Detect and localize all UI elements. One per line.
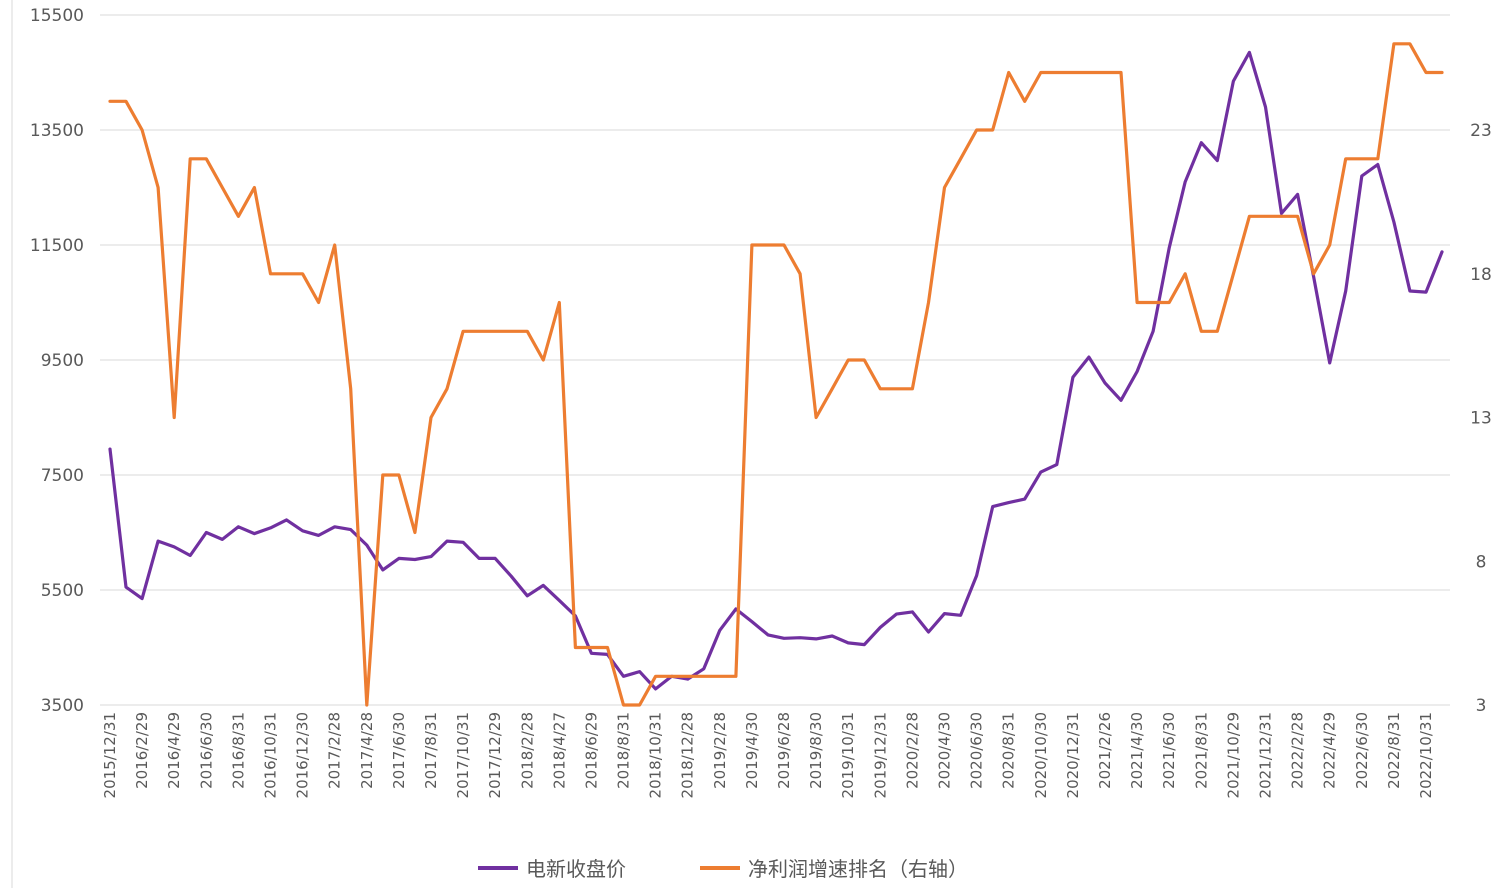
x-tick-label: 2020/6/30 [968,712,986,789]
x-tick-label: 2018/10/31 [647,712,665,798]
x-tick-label: 2022/4/29 [1321,712,1339,789]
x-tick-label: 2017/10/31 [454,712,472,798]
y-right-tick-label: 18 [1470,265,1492,285]
x-tick-label: 2019/8/30 [807,712,825,789]
y-left-tick-label: 11500 [30,236,84,256]
x-tick-label: 2017/2/28 [326,712,344,789]
x-tick-label: 2021/6/30 [1160,712,1178,789]
x-tick-label: 2018/4/27 [550,712,568,789]
x-tick-label: 2017/12/29 [486,712,504,798]
x-tick-label: 2019/2/28 [711,712,729,789]
legend: 电新收盘价 净利润增速排名（右轴） [478,857,968,881]
x-tick-label: 2018/12/28 [679,712,697,798]
y-left-tick-label: 3500 [41,696,84,716]
x-tick-label: 2020/8/31 [1000,712,1018,789]
right-y-axis: 3 8 13 18 23 [1470,121,1492,716]
x-tick-label: 2022/10/31 [1417,712,1435,798]
x-tick-label: 2021/8/31 [1192,712,1210,789]
x-tick-label: 2021/10/29 [1224,712,1242,798]
y-right-tick-label: 13 [1470,409,1492,429]
x-tick-label: 2019/6/28 [775,712,793,789]
x-tick-label: 2019/4/30 [743,712,761,789]
x-tick-label: 2020/12/31 [1064,712,1082,798]
x-tick-label: 2016/8/31 [229,712,247,789]
x-tick-label: 2020/10/30 [1032,712,1050,798]
x-axis: 2015/12/31 2016/2/29 2016/4/29 2016/6/30 201… [100,705,1450,798]
y-right-tick-label: 23 [1470,121,1492,141]
x-tick-label: 2016/6/30 [197,712,215,789]
x-tick-label: 2021/12/31 [1256,712,1274,798]
x-tick-label: 2021/4/30 [1128,712,1146,789]
series-line-profit-rank [110,44,1442,705]
x-tick-label: 2017/4/28 [358,712,376,789]
x-tick-label: 2020/2/28 [903,712,921,789]
x-tick-label: 2020/4/30 [936,712,954,789]
y-left-tick-label: 15500 [30,6,84,26]
x-tick-label: 2018/2/28 [518,712,536,789]
x-tick-label: 2017/8/31 [422,712,440,789]
x-tick-label: 2016/4/29 [165,712,183,789]
legend-label-close-price: 电新收盘价 [526,857,626,881]
legend-label-profit-rank: 净利润增速排名（右轴） [748,857,968,881]
x-tick-label: 2018/8/31 [615,712,633,789]
y-right-tick-label: 8 [1476,552,1487,572]
x-tick-label: 2022/8/31 [1385,712,1403,789]
series-line-close-price [110,52,1442,689]
series-layer [110,44,1442,705]
x-tick-label: 2022/6/30 [1353,712,1371,789]
x-tick-label: 2016/12/30 [294,712,312,798]
x-tick-label: 2015/12/31 [101,712,119,798]
y-right-tick-label: 3 [1476,696,1487,716]
x-tick-label: 2022/2/28 [1289,712,1307,789]
x-tick-label: 2018/6/29 [582,712,600,789]
y-left-tick-label: 7500 [41,466,84,486]
y-left-tick-label: 5500 [41,581,84,601]
left-y-axis: 3500 5500 7500 9500 11500 13500 15500 [30,6,84,716]
x-tick-label: 2019/12/31 [871,712,889,798]
x-tick-label: 2016/10/31 [261,712,279,798]
gridlines [100,15,1450,705]
x-tick-label: 2017/6/30 [390,712,408,789]
y-left-tick-label: 9500 [41,351,84,371]
x-tick-label: 2019/10/31 [839,712,857,798]
x-tick-label: 2021/2/26 [1096,712,1114,789]
y-left-tick-label: 13500 [30,121,84,141]
x-tick-label: 2016/2/29 [133,712,151,789]
